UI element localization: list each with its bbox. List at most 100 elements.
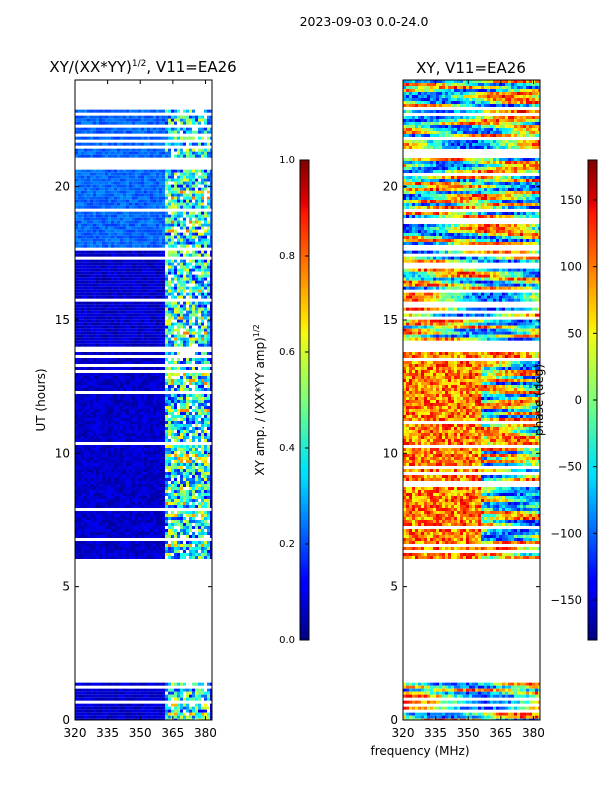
amp-cell xyxy=(189,121,193,125)
amp-cell xyxy=(108,709,112,713)
amp-cell xyxy=(87,331,91,335)
amp-cell xyxy=(153,118,157,122)
amp-cell xyxy=(132,526,136,529)
amp-cell xyxy=(186,703,190,707)
amp-cell xyxy=(171,253,175,257)
amp-cell xyxy=(102,415,106,418)
amp-cell xyxy=(156,454,160,457)
amp-cell xyxy=(168,550,172,553)
amp-cell xyxy=(159,316,163,320)
amp-cell xyxy=(117,328,121,332)
amp-cell xyxy=(111,694,115,698)
amp-cell xyxy=(162,316,166,320)
amp-cell xyxy=(192,469,196,472)
amp-cell xyxy=(93,526,97,529)
amp-cell xyxy=(210,307,212,311)
amp-cell xyxy=(162,286,166,290)
amp-cell xyxy=(171,121,175,125)
amp-cell xyxy=(180,325,184,329)
amp-cell xyxy=(171,445,175,448)
amp-cell xyxy=(141,481,145,484)
amp-cell xyxy=(210,409,212,412)
amp-cell xyxy=(207,682,211,686)
amp-cell xyxy=(162,439,166,442)
amp-cell xyxy=(180,463,184,466)
amp-cell xyxy=(204,262,208,266)
amp-cell xyxy=(210,121,212,125)
amp-cell xyxy=(114,511,118,514)
amp-cell xyxy=(102,475,106,478)
amp-cell xyxy=(105,460,109,463)
amp-cell xyxy=(78,352,82,355)
amp-cell xyxy=(150,127,154,131)
amp-cell xyxy=(90,544,94,547)
amp-cell xyxy=(132,553,136,556)
amp-cell xyxy=(147,274,151,278)
amp-cell xyxy=(177,289,181,293)
amp-cell xyxy=(144,301,148,305)
amp-cell xyxy=(144,259,148,263)
amp-cell xyxy=(129,712,133,716)
amp-cell xyxy=(132,514,136,517)
amp-cell xyxy=(111,382,115,385)
amp-cell xyxy=(93,514,97,517)
amp-cell xyxy=(75,529,79,532)
amp-cell xyxy=(201,286,205,290)
amp-cell xyxy=(159,259,163,263)
amp-cell xyxy=(120,478,124,481)
amp-cell xyxy=(75,532,79,535)
amp-cell xyxy=(210,289,212,293)
amp-cell xyxy=(138,514,142,517)
amp-cell xyxy=(120,262,124,266)
amp-cell xyxy=(192,439,196,442)
amp-cell xyxy=(78,394,82,397)
amp-cell xyxy=(105,526,109,529)
amp-cell xyxy=(111,331,115,335)
amp-cell xyxy=(78,115,82,119)
amp-cell xyxy=(90,709,94,713)
amp-cell xyxy=(180,529,184,532)
amp-cell xyxy=(123,340,127,344)
amp-cell xyxy=(126,424,130,427)
amp-cell xyxy=(84,457,88,460)
amp-cell xyxy=(153,313,157,317)
amp-cell xyxy=(111,496,115,499)
amp-cell xyxy=(201,325,205,329)
amp-cell xyxy=(180,115,184,119)
amp-cell xyxy=(174,451,178,454)
amp-cell xyxy=(171,415,175,418)
amp-cell xyxy=(165,271,169,275)
amp-cell xyxy=(102,709,106,713)
amp-cell xyxy=(75,427,79,430)
amp-cell xyxy=(168,451,172,454)
amp-cell xyxy=(159,487,163,490)
amp-cell xyxy=(138,271,142,275)
amp-cell xyxy=(123,409,127,412)
amp-cell xyxy=(102,394,106,397)
amp-cell xyxy=(120,334,124,338)
amp-cell xyxy=(162,265,166,269)
amp-cell xyxy=(186,478,190,481)
amp-cell xyxy=(159,535,163,538)
amp-cell xyxy=(90,328,94,332)
amp-cell xyxy=(144,490,148,493)
amp-cell xyxy=(108,556,112,559)
amp-cell xyxy=(153,316,157,320)
amp-cell xyxy=(180,412,184,415)
amp-cell xyxy=(126,277,130,281)
amp-cell xyxy=(84,352,88,355)
amp-cell xyxy=(189,682,193,686)
amp-cell xyxy=(114,712,118,716)
amp-cell xyxy=(177,415,181,418)
amp-cell xyxy=(177,334,181,338)
amp-cell xyxy=(90,415,94,418)
amp-cell xyxy=(99,697,103,701)
amp-cell xyxy=(132,544,136,547)
amp-cell xyxy=(96,127,100,131)
amp-cell xyxy=(189,340,193,344)
amp-cell xyxy=(132,556,136,559)
amp-cell xyxy=(96,313,100,317)
amp-cell xyxy=(204,529,208,532)
amp-cell xyxy=(189,424,193,427)
amp-cell xyxy=(111,265,115,269)
